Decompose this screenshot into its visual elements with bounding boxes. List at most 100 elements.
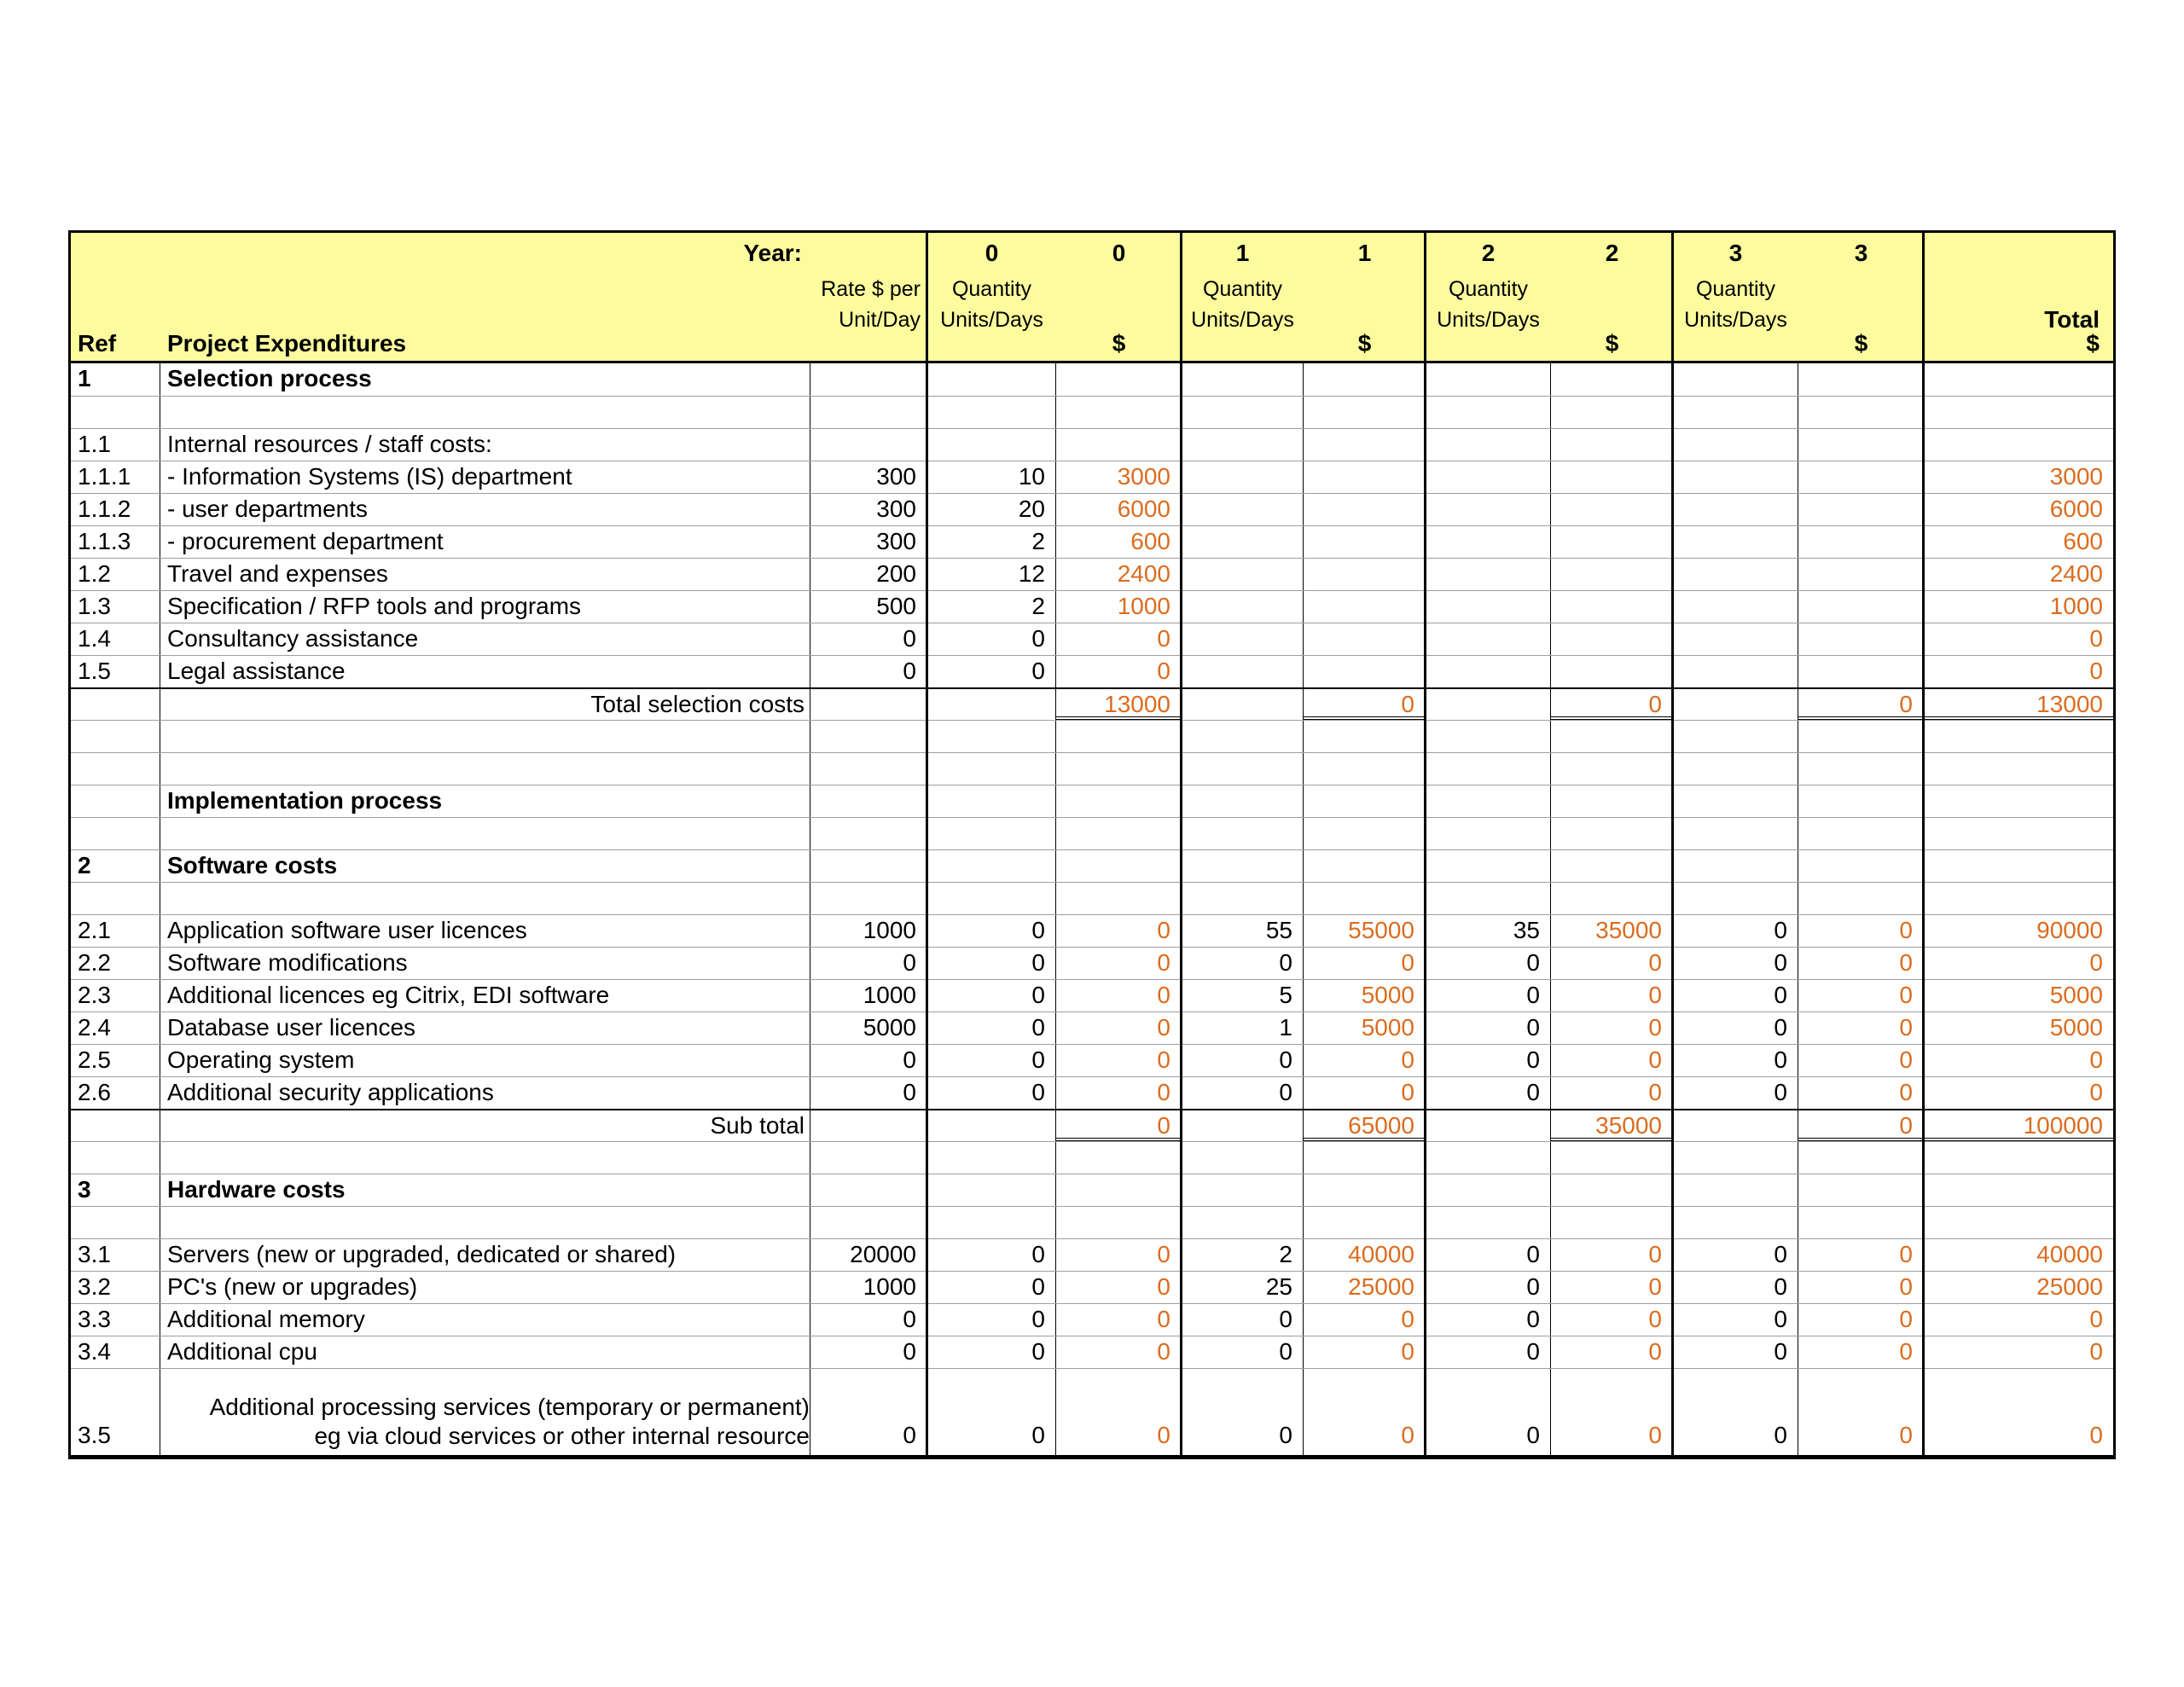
cell-y0-qty: 0 [927, 656, 1056, 687]
cell-y1-amount: 5000 [1304, 1012, 1426, 1044]
table-row: 1.2 Travel and expenses 200 12 2400 2400 [71, 558, 2113, 590]
dollar-header-y1: $ [1357, 330, 1372, 357]
cell-y0-amount [1056, 786, 1182, 817]
cell-y3-amount: 0 [1798, 689, 1924, 720]
cell-rate: 0 [810, 1369, 927, 1455]
year-number-0a: 0 [985, 240, 999, 266]
cell-y2-qty: 0 [1426, 1369, 1551, 1455]
cell-rate [810, 1110, 927, 1141]
cell-y0-amount: 0 [1056, 623, 1182, 655]
cell-y0-amount [1056, 721, 1182, 752]
cell-y0-amount [1056, 1207, 1182, 1238]
cell-y3-qty [1673, 591, 1798, 623]
quantity-header-y3: Quantity [1695, 277, 1776, 301]
cell-y2-qty [1426, 461, 1551, 493]
cell-y1-qty: 0 [1182, 1304, 1304, 1336]
cell-rate [810, 429, 927, 461]
cell-y1-qty [1182, 883, 1304, 914]
cell-y0-amount: 0 [1056, 915, 1182, 947]
cell-description: - user departments [160, 494, 810, 525]
cell-y1-amount [1304, 397, 1426, 428]
cell-y2-qty [1426, 786, 1551, 817]
cell-y0-amount: 0 [1056, 1239, 1182, 1271]
cell-y3-qty [1673, 429, 1798, 461]
cell-y2-amount [1551, 883, 1673, 914]
cell-y0-qty [927, 363, 1056, 396]
cell-y3-amount [1798, 721, 1924, 752]
cell-y1-amount: 0 [1304, 948, 1426, 979]
cell-total: 25000 [2036, 1273, 2103, 1300]
cell-description: Legal assistance [160, 656, 810, 687]
quantity-header-y2: Quantity [1448, 277, 1529, 301]
cell-y0-qty: 2 [927, 526, 1056, 558]
cell-y0-qty: 20 [927, 494, 1056, 525]
cell-y3-qty: 0 [1673, 948, 1798, 979]
cell-y0-amount: 0 [1056, 948, 1182, 979]
cell-description: Internal resources / staff costs: [160, 429, 810, 461]
cell-y1-qty [1182, 1207, 1304, 1238]
cell-total: 5000 [2049, 1014, 2103, 1041]
cell-y3-qty: 0 [1673, 1304, 1798, 1336]
cell-rate: 500 [810, 591, 927, 623]
cell-y2-qty [1426, 850, 1551, 882]
table-row: 1.1.1- Information Systems (IS) departme… [71, 461, 2113, 493]
cell-y2-qty [1426, 818, 1551, 849]
cell-y0-qty: 0 [927, 623, 1056, 655]
cell-y0-amount: 0 [1056, 1012, 1182, 1044]
cell-y0-qty: 0 [927, 915, 1056, 947]
cell-y1-amount: 5000 [1304, 980, 1426, 1012]
cell-y1-qty [1182, 429, 1304, 461]
cell-y1-amount [1304, 363, 1426, 396]
cell-rate: 0 [810, 948, 927, 979]
cell-y1-qty: 0 [1182, 1045, 1304, 1076]
cell-ref: 1.3 [71, 591, 160, 623]
cell-y3-amount [1798, 429, 1924, 461]
cell-y0-qty: 0 [927, 1077, 1056, 1109]
cell-y0-amount [1056, 753, 1182, 785]
units-header-y2: Units/Days [1437, 308, 1540, 332]
cell-y2-amount: 0 [1551, 1012, 1673, 1044]
cell-rate [810, 1207, 927, 1238]
cell-description [160, 883, 810, 914]
table-row: 3 Hardware costs [71, 1174, 2113, 1206]
cell-y1-qty [1182, 397, 1304, 428]
cell-description: Additional cpu [160, 1336, 810, 1368]
cell-y2-amount [1551, 623, 1673, 655]
cell-ref: 3 [71, 1174, 160, 1206]
cell-rate [810, 1142, 927, 1174]
cell-y1-qty [1182, 656, 1304, 687]
cell-total: 0 [2089, 625, 2103, 652]
cell-y2-amount [1551, 1207, 1673, 1238]
cell-y1-amount [1304, 623, 1426, 655]
cell-y0-qty [927, 1174, 1056, 1206]
cell-y1-qty [1182, 753, 1304, 785]
cell-description: Servers (new or upgraded, dedicated or s… [160, 1239, 810, 1271]
cell-y2-amount [1551, 363, 1673, 396]
table-row: 2.6 Additional security applications 0 0 0 0 0… [71, 1076, 2113, 1109]
cell-description: Software modifications [160, 948, 810, 979]
cell-ref [71, 1142, 160, 1174]
cell-y1-qty: 25 [1182, 1272, 1304, 1303]
cell-y1-amount [1304, 786, 1426, 817]
cell-ref [71, 786, 160, 817]
cell-total: 100000 [1924, 1110, 2113, 1141]
cell-y2-qty [1426, 559, 1551, 590]
cell-y0-qty: 0 [927, 980, 1056, 1012]
cell-y2-amount: 0 [1551, 1272, 1673, 1303]
cell-y3-amount: 0 [1798, 1304, 1924, 1336]
cell-y3-qty [1673, 526, 1798, 558]
cell-total: 3000 [2049, 463, 2103, 490]
cell-description: Additional processing services (temporar… [160, 1369, 810, 1455]
units-header-y1: Units/Days [1191, 308, 1294, 332]
cell-y0-qty [927, 818, 1056, 849]
cell-y1-qty [1182, 363, 1304, 396]
cell-ref [71, 1207, 160, 1238]
cell-y1-amount [1304, 559, 1426, 590]
cell-y2-amount [1551, 526, 1673, 558]
cell-y0-qty [927, 883, 1056, 914]
cell-ref: 1.1 [71, 429, 160, 461]
table-row [71, 720, 2113, 752]
cell-ref [71, 689, 160, 720]
cell-ref [71, 883, 160, 914]
cell-rate: 200 [810, 559, 927, 590]
